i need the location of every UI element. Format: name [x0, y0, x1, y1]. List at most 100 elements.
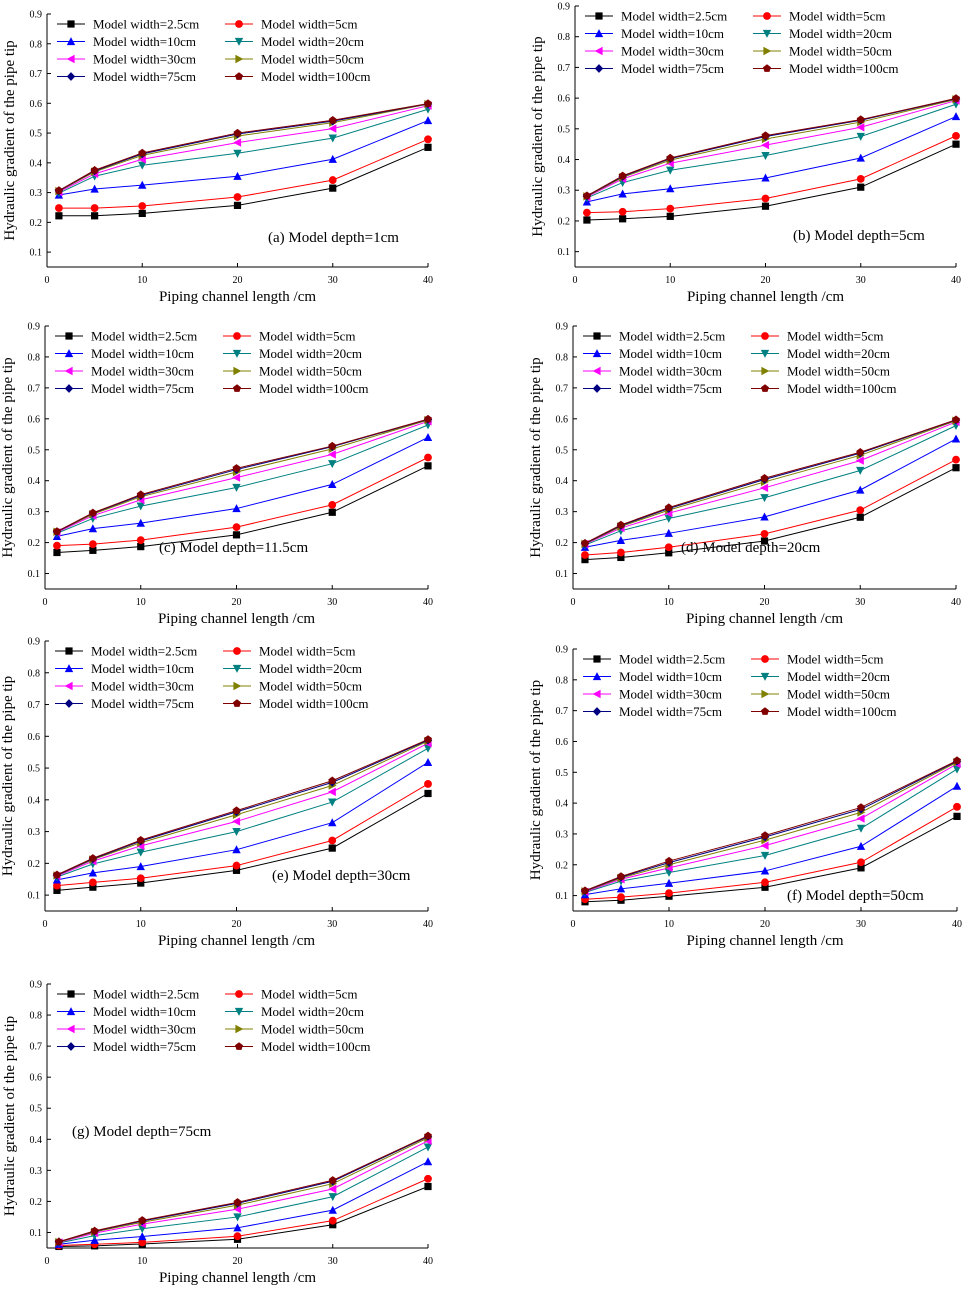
y-tick-label: 0.6: [28, 732, 41, 743]
y-tick-label: 0.5: [28, 445, 41, 456]
data-point: [91, 212, 99, 220]
series-line: [58, 108, 429, 194]
data-point: [423, 1143, 433, 1152]
data-point: [953, 812, 961, 820]
legend-label: Model width=20cm: [259, 346, 362, 361]
legend-marker: [232, 664, 242, 673]
x-axis-title: Piping channel length /cm: [159, 289, 316, 305]
y-tick-label: 0.9: [556, 645, 569, 656]
data-point: [232, 473, 241, 482]
data-point: [328, 154, 337, 163]
legend-label: Model width=50cm: [261, 1022, 364, 1037]
legend-label: Model width=30cm: [619, 687, 722, 702]
y-axis-title: Hydraulic gradient of the pipe tip: [2, 1016, 18, 1216]
y-tick-label: 0.6: [30, 1073, 43, 1084]
data-point: [136, 502, 145, 511]
y-tick-label: 0.9: [30, 10, 43, 21]
data-point: [54, 186, 63, 194]
data-point: [89, 546, 97, 554]
data-point: [138, 148, 147, 157]
legend-marker: [760, 672, 770, 681]
x-tick-label: 30: [328, 1256, 338, 1267]
y-tick-label: 0.9: [28, 322, 41, 333]
data-point: [760, 841, 769, 850]
y-tick-label: 0.1: [28, 891, 41, 902]
data-point: [328, 776, 337, 785]
legend-marker: [232, 349, 242, 358]
series-line: [56, 742, 429, 877]
y-tick-label: 0.2: [28, 859, 41, 870]
y-axis-title: Hydraulic gradient of the pipe tip: [530, 36, 546, 236]
y-tick-label: 0.3: [556, 507, 569, 518]
series-line: [56, 424, 429, 534]
legend-marker: [64, 366, 73, 376]
legend-marker: [761, 655, 769, 663]
data-point: [617, 872, 625, 880]
x-axis-title: Piping channel length /cm: [687, 289, 844, 305]
data-point: [953, 756, 961, 764]
legend-marker: [66, 54, 75, 64]
legend-marker: [66, 72, 76, 81]
data-point: [424, 453, 432, 462]
y-tick-label: 0.2: [30, 1197, 43, 1208]
panel-label: (f) Model depth=50cm: [787, 888, 924, 904]
x-tick-label: 40: [951, 597, 961, 608]
legend: Model width=2.5cm Model width=5cm Model wi…: [583, 652, 897, 719]
series-line: [56, 761, 429, 881]
y-tick-label: 0.3: [558, 186, 571, 197]
data-point: [856, 174, 865, 183]
legend-label: Model width=30cm: [619, 364, 722, 379]
y-tick-label: 0.4: [556, 476, 569, 487]
legend-marker: [760, 349, 770, 358]
data-point: [137, 879, 145, 887]
legend-marker: [593, 655, 601, 663]
y-tick-label: 0.7: [30, 69, 43, 80]
x-tick-label: 30: [327, 919, 337, 930]
legend-label: Model width=100cm: [261, 69, 371, 84]
data-point: [581, 551, 589, 559]
data-point: [618, 171, 627, 180]
chart-panel: 0.1 0.2 0.3 0.4 0.5 0.6 0.7 0.8 0.9 0 10 20 30 40 Pipi…: [528, 645, 962, 950]
data-point: [857, 803, 865, 811]
legend-marker: [592, 707, 602, 716]
legend-label: Model width=50cm: [259, 364, 362, 379]
data-point: [856, 841, 866, 850]
series-line: [58, 103, 429, 191]
legend-label: Model width=100cm: [787, 381, 897, 396]
y-tick-label: 0.1: [556, 569, 569, 580]
data-point: [664, 878, 674, 887]
legend-marker: [65, 332, 73, 340]
series-line: [584, 459, 957, 556]
legend-label: Model width=5cm: [787, 652, 884, 667]
legend-marker: [761, 384, 769, 392]
data-point: [327, 787, 336, 797]
x-tick-label: 10: [136, 919, 146, 930]
y-tick-label: 0.4: [30, 158, 43, 169]
series-line: [56, 793, 429, 891]
y-tick-label: 0.9: [30, 980, 43, 991]
x-axis-title: Piping channel length /cm: [686, 611, 843, 627]
data-point: [136, 536, 145, 545]
x-tick-label: 0: [571, 597, 576, 608]
legend-marker: [233, 699, 241, 707]
x-tick-label: 40: [423, 919, 433, 930]
y-tick-label: 0.8: [30, 1011, 43, 1022]
data-point: [760, 537, 769, 545]
series-line: [56, 739, 429, 876]
x-tick-label: 10: [136, 597, 146, 608]
data-point: [88, 540, 97, 549]
y-tick-label: 0.7: [28, 383, 41, 394]
data-point: [136, 874, 145, 883]
x-tick-label: 30: [856, 275, 866, 286]
data-point: [580, 539, 589, 547]
legend-marker: [67, 20, 75, 28]
legend-label: Model width=75cm: [91, 381, 194, 396]
data-point: [53, 548, 61, 557]
legend-label: Model width=50cm: [787, 687, 890, 702]
chart-panel: 0.1 0.2 0.3 0.4 0.5 0.6 0.7 0.8 0.9 0 10 20 30 40 Pipi…: [530, 2, 961, 306]
data-point: [233, 128, 242, 137]
data-point: [53, 886, 61, 894]
legend-label: Model width=75cm: [619, 704, 722, 719]
legend-label: Model width=30cm: [93, 52, 196, 67]
data-point: [136, 835, 145, 844]
